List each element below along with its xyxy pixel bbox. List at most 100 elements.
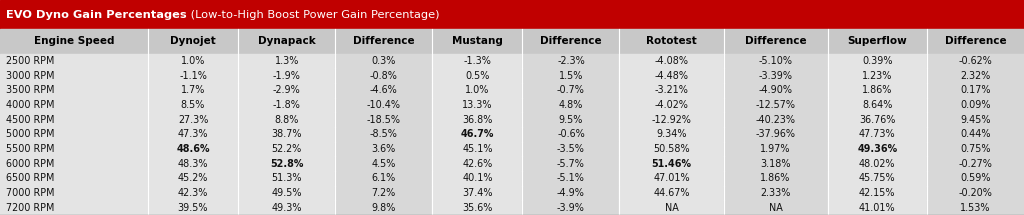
Text: 5000 RPM: 5000 RPM [6,129,54,139]
Text: 2.33%: 2.33% [761,188,791,198]
Text: 48.3%: 48.3% [178,159,208,169]
Bar [927,186,1024,200]
Bar [432,186,522,200]
Bar [239,98,335,112]
Bar [432,171,522,186]
Text: EVO Dyno Gain Percentages: EVO Dyno Gain Percentages [6,9,186,20]
Text: -0.8%: -0.8% [370,71,397,81]
Bar [335,156,432,171]
Bar [0,29,147,54]
Bar [432,127,522,142]
Text: 1.23%: 1.23% [862,71,892,81]
Bar [827,29,927,54]
Bar [724,127,827,142]
Bar [827,83,927,98]
Text: 4000 RPM: 4000 RPM [6,100,54,110]
Bar [522,171,620,186]
Text: -10.4%: -10.4% [367,100,400,110]
Bar [927,54,1024,68]
Text: -2.9%: -2.9% [272,85,300,95]
Text: 1.97%: 1.97% [760,144,791,154]
Text: 46.7%: 46.7% [461,129,494,139]
Bar [432,68,522,83]
Text: 1.5%: 1.5% [559,71,583,81]
Bar [432,200,522,215]
Bar [239,200,335,215]
Text: 45.2%: 45.2% [178,173,208,183]
Text: 9.8%: 9.8% [372,203,396,213]
Text: 0.5%: 0.5% [465,71,489,81]
Bar [620,29,724,54]
Bar [522,127,620,142]
Text: -3.5%: -3.5% [557,144,585,154]
Bar [239,54,335,68]
Text: 50.58%: 50.58% [653,144,690,154]
Bar [522,68,620,83]
Text: 8.64%: 8.64% [862,100,892,110]
Bar [620,200,724,215]
Text: -4.48%: -4.48% [654,71,688,81]
Text: (Low-to-High Boost Power Gain Percentage): (Low-to-High Boost Power Gain Percentage… [186,9,439,20]
Bar [724,29,827,54]
Bar [147,83,239,98]
Text: 5500 RPM: 5500 RPM [6,144,54,154]
Text: 3000 RPM: 3000 RPM [6,71,54,81]
Bar [147,98,239,112]
Text: 45.1%: 45.1% [462,144,493,154]
Text: -37.96%: -37.96% [756,129,796,139]
Text: -1.3%: -1.3% [464,56,492,66]
Bar [827,54,927,68]
Text: 35.6%: 35.6% [462,203,493,213]
Bar [239,68,335,83]
Bar [0,156,147,171]
Text: 48.02%: 48.02% [859,159,895,169]
Bar [0,171,147,186]
Bar [827,68,927,83]
Text: 4500 RPM: 4500 RPM [6,115,54,125]
Bar [335,171,432,186]
Text: -5.1%: -5.1% [557,173,585,183]
Text: 3.6%: 3.6% [372,144,396,154]
Text: Rototest: Rototest [646,36,697,46]
Bar [827,127,927,142]
Bar [147,112,239,127]
Text: Dynapack: Dynapack [258,36,315,46]
Text: Difference: Difference [744,36,806,46]
Bar [620,112,724,127]
Bar [927,29,1024,54]
Bar [335,68,432,83]
Text: Difference: Difference [945,36,1007,46]
Bar [522,98,620,112]
Text: 0.44%: 0.44% [961,129,990,139]
Text: 40.1%: 40.1% [462,173,493,183]
Bar [724,68,827,83]
Text: NA: NA [665,203,679,213]
Text: 4.5%: 4.5% [372,159,396,169]
Text: 47.73%: 47.73% [859,129,896,139]
Text: -4.90%: -4.90% [759,85,793,95]
Bar [432,142,522,156]
Text: -8.5%: -8.5% [370,129,397,139]
Text: 47.3%: 47.3% [178,129,208,139]
Text: 13.3%: 13.3% [462,100,493,110]
Text: -3.39%: -3.39% [759,71,793,81]
Text: 47.01%: 47.01% [653,173,690,183]
Text: 37.4%: 37.4% [462,188,493,198]
Bar [620,127,724,142]
Bar [335,83,432,98]
Bar [620,83,724,98]
Bar [522,142,620,156]
Text: 6500 RPM: 6500 RPM [6,173,54,183]
Bar [0,54,147,68]
Text: -4.9%: -4.9% [557,188,585,198]
Bar [827,112,927,127]
Text: 1.53%: 1.53% [961,203,990,213]
Bar [620,171,724,186]
Bar [432,112,522,127]
Bar [335,112,432,127]
Text: -1.9%: -1.9% [272,71,301,81]
Text: 4.8%: 4.8% [559,100,583,110]
Bar [335,186,432,200]
Bar [147,156,239,171]
Bar [724,112,827,127]
